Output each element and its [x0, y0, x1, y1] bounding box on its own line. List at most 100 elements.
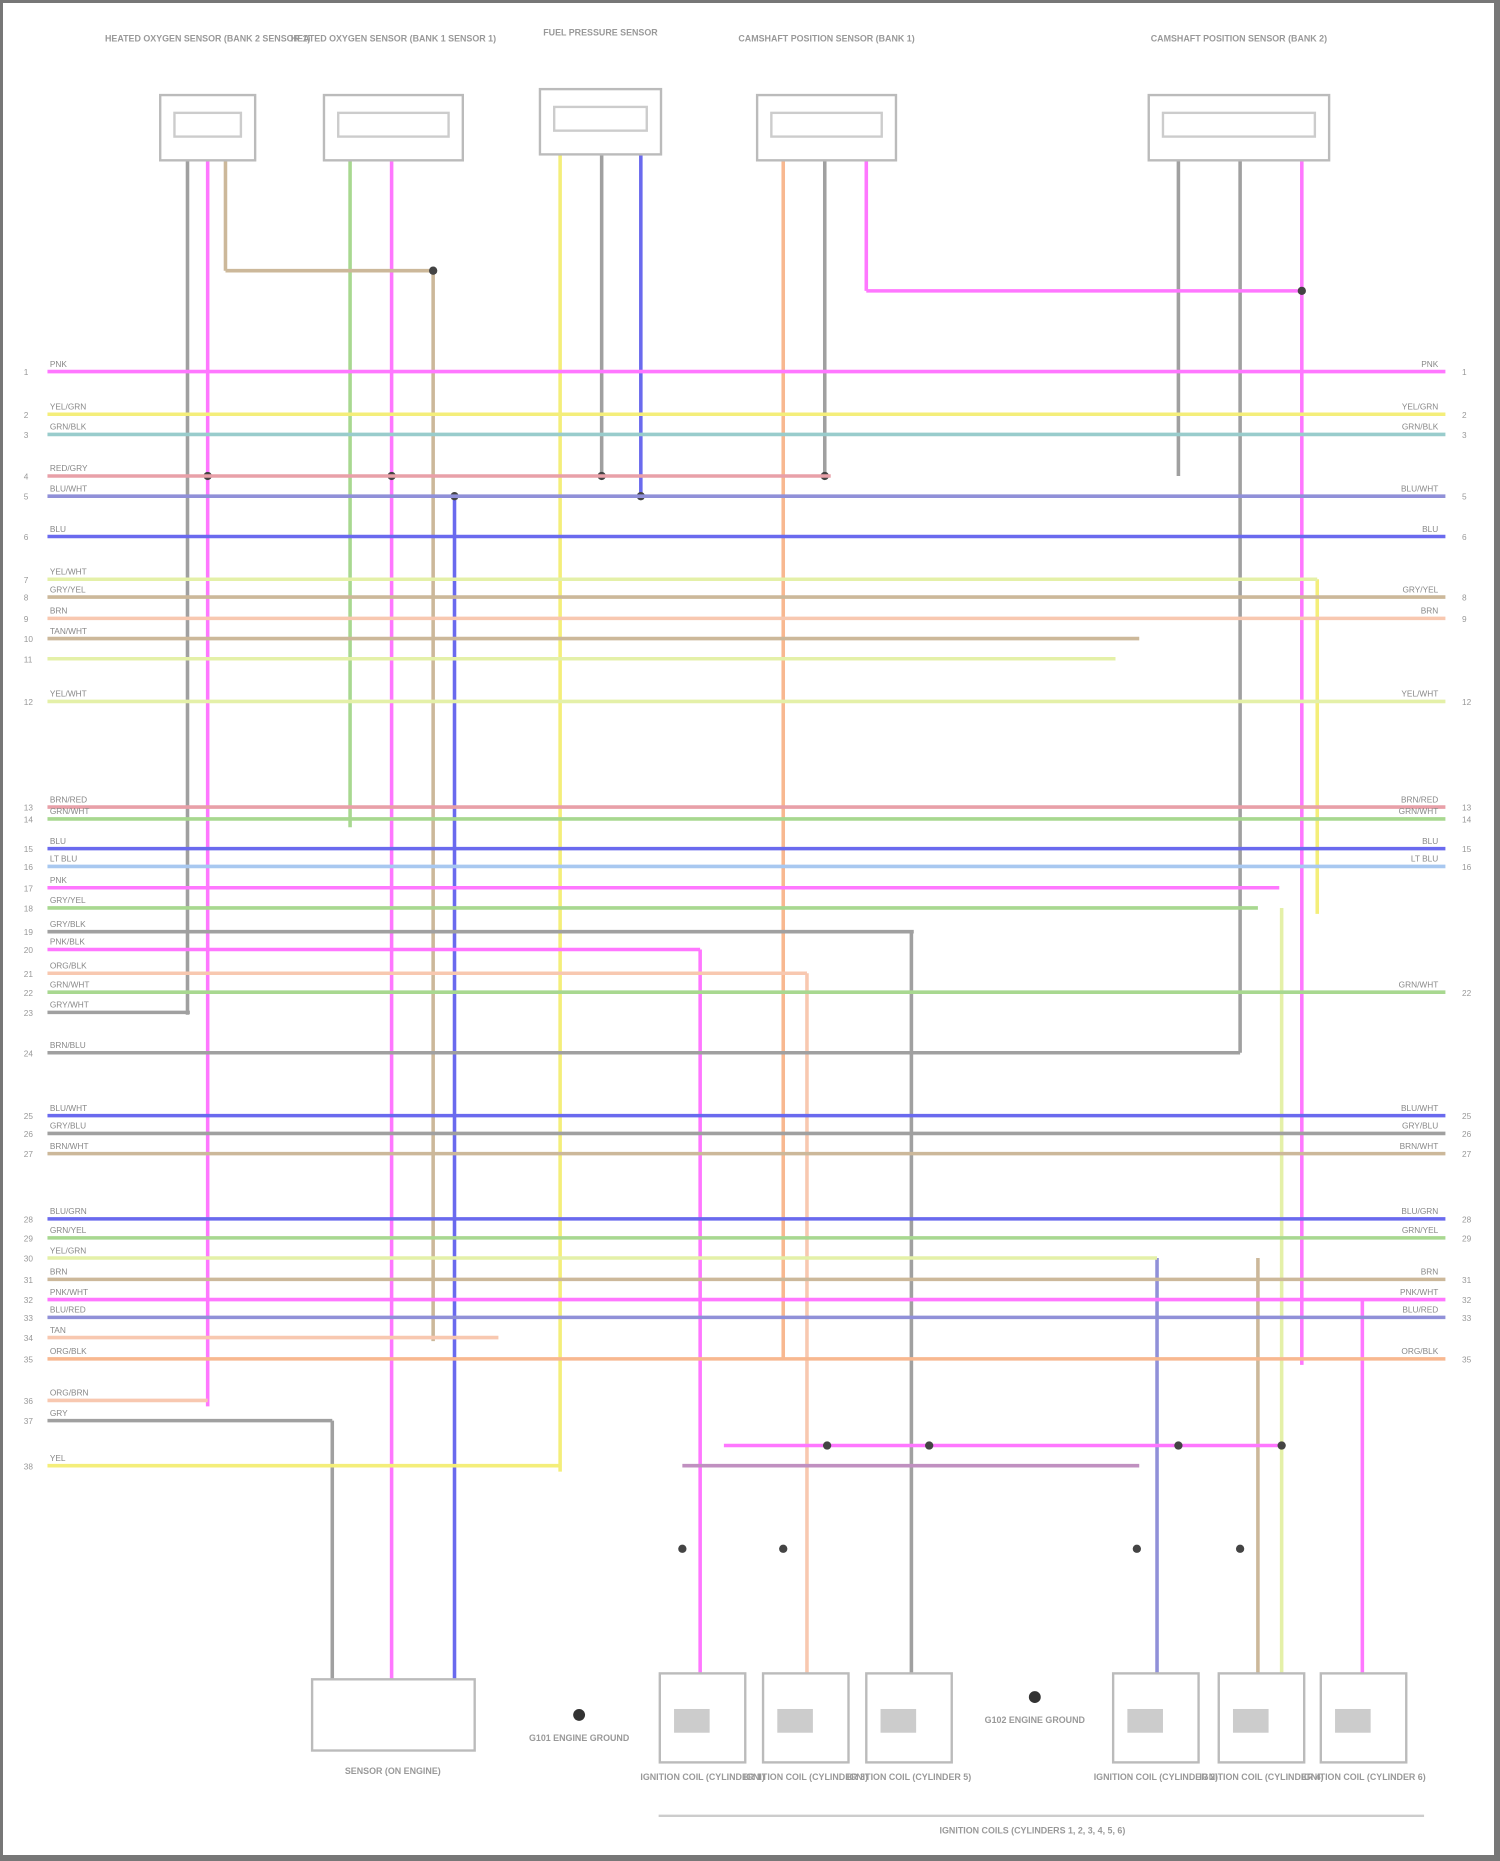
- pin-number: 8: [24, 593, 29, 603]
- wire-label: GRY: [50, 1408, 68, 1418]
- pin-number: 7: [24, 575, 29, 585]
- wire-label: LT BLU: [50, 854, 77, 864]
- connector-housing: [553, 105, 648, 132]
- ground-title: G102 ENGINE GROUND: [985, 1715, 1086, 1725]
- wire-label: GRN/BLK: [50, 422, 87, 432]
- sensor-box: [310, 1678, 476, 1752]
- wire-label-right: GRN/WHT: [1399, 979, 1439, 989]
- ground-icon: [1028, 1691, 1041, 1704]
- coil-body: [1127, 1708, 1163, 1733]
- pin-number-right: 35: [1462, 1354, 1472, 1364]
- wire-label: GRY/YEL: [50, 584, 86, 594]
- pin-number-right: 31: [1462, 1275, 1472, 1285]
- pin-number: 28: [24, 1214, 34, 1224]
- wire-label: TAN/WHT: [50, 626, 87, 636]
- wire-label: BRN/BLU: [50, 1040, 86, 1050]
- pin-number-right: 26: [1462, 1129, 1472, 1139]
- pin-number-right: 25: [1462, 1111, 1472, 1121]
- pin-number: 21: [24, 969, 34, 979]
- wire-label: PNK/WHT: [50, 1287, 88, 1297]
- wire-label: BLU/GRN: [50, 1206, 87, 1216]
- wire-label-right: BLU/WHT: [1401, 1103, 1438, 1113]
- wire-label: RED/GRY: [50, 463, 88, 473]
- connector-housing: [770, 111, 883, 138]
- wire-label-right: BRN/RED: [1401, 794, 1438, 804]
- connector-box: [1147, 93, 1331, 162]
- coil-body: [1335, 1708, 1371, 1733]
- wire-label: BLU/RED: [50, 1305, 86, 1315]
- pin-number: 37: [24, 1416, 34, 1426]
- pin-number: 13: [24, 803, 34, 813]
- splice-dot: [822, 1441, 832, 1450]
- pin-number-right: 33: [1462, 1313, 1472, 1323]
- pin-number: 4: [24, 472, 29, 482]
- splice-dot: [1235, 1544, 1245, 1553]
- pin-number: 36: [24, 1396, 34, 1406]
- vertical-wires: [185, 154, 1365, 1686]
- pin-number: 31: [24, 1275, 34, 1285]
- wire-label: TAN: [50, 1325, 66, 1335]
- wire-label: YEL/GRN: [50, 402, 86, 412]
- pin-number: 11: [24, 654, 33, 664]
- connector-housing: [337, 111, 450, 138]
- pin-number-right: 16: [1462, 862, 1472, 872]
- wire-label: ORG/BLK: [50, 1346, 87, 1356]
- splice-dot: [779, 1544, 788, 1553]
- pin-number: 34: [24, 1333, 34, 1343]
- pin-number-right: 29: [1462, 1233, 1472, 1243]
- pin-number: 1: [24, 367, 29, 377]
- wire-label: GRN/WHT: [50, 806, 90, 816]
- ground-title: G101 ENGINE GROUND: [529, 1733, 630, 1743]
- pin-number: 3: [24, 430, 29, 440]
- connector-box: [159, 93, 257, 162]
- pin-number: 17: [24, 883, 34, 893]
- wire-label: PNK/BLK: [50, 937, 86, 947]
- coil-title: IGNITION COIL (CYLINDER 5): [847, 1772, 971, 1782]
- pin-number: 27: [24, 1149, 34, 1159]
- wire-label: BLU: [50, 524, 66, 534]
- wire-label-right: BRN/WHT: [1400, 1141, 1439, 1151]
- wire-label: GRN/WHT: [50, 979, 90, 989]
- pin-number: 15: [24, 844, 34, 854]
- wire-label-right: BRN: [1421, 1267, 1439, 1277]
- wire-label: GRY/BLK: [50, 919, 86, 929]
- pin-number: 32: [24, 1295, 34, 1305]
- pin-number: 20: [24, 945, 34, 955]
- component-title: HEATED OXYGEN SENSOR (BANK 2 SENSOR 1): [105, 34, 310, 44]
- pin-number-right: 1: [1462, 367, 1467, 377]
- splice-dot: [678, 1544, 687, 1553]
- wire-label: GRY/BLU: [50, 1121, 86, 1131]
- pin-number-right: 2: [1462, 410, 1467, 420]
- wire-label-right: YEL/GRN: [1402, 402, 1438, 412]
- wire-label-right: BRN: [1421, 606, 1439, 616]
- wire-label: YEL/GRN: [50, 1245, 86, 1255]
- wire-label: BLU/WHT: [50, 1103, 87, 1113]
- pin-number-right: 32: [1462, 1295, 1472, 1305]
- wire-label-right: YEL/WHT: [1401, 689, 1438, 699]
- pin-number: 5: [24, 492, 29, 502]
- pin-number: 2: [24, 410, 29, 420]
- pin-number-right: 5: [1462, 492, 1467, 502]
- pin-number: 29: [24, 1233, 34, 1243]
- wire-label: YEL/WHT: [50, 689, 87, 699]
- connector-box: [322, 93, 465, 162]
- wire-label-right: BLU/WHT: [1401, 483, 1438, 493]
- pin-number: 18: [24, 904, 34, 914]
- pin-number: 16: [24, 862, 34, 872]
- coil-body: [880, 1708, 917, 1733]
- splice-dot: [1132, 1544, 1142, 1553]
- splice-dot: [1174, 1441, 1183, 1450]
- wire-label-right: BLU/RED: [1402, 1305, 1438, 1315]
- pin-number: 10: [24, 634, 34, 644]
- coil-body: [674, 1708, 710, 1733]
- wire-label-right: LT BLU: [1411, 854, 1438, 864]
- pin-number-right: 13: [1462, 803, 1472, 813]
- wire-label-right: BLU/GRN: [1401, 1206, 1438, 1216]
- pin-number: 26: [24, 1129, 34, 1139]
- pin-number-right: 22: [1462, 988, 1472, 998]
- coils-caption: IGNITION COILS (CYLINDERS 1, 2, 3, 4, 5,…: [940, 1826, 1126, 1836]
- wire-label: BRN/RED: [50, 794, 87, 804]
- pin-number-right: 8: [1462, 593, 1467, 603]
